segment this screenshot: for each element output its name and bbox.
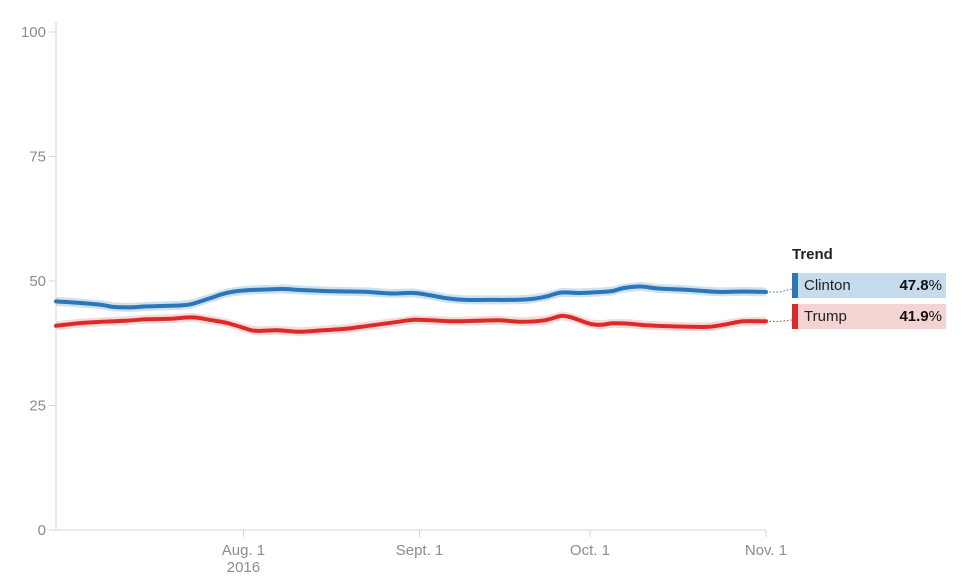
band-clinton <box>56 282 766 312</box>
y-tick-label: 100 <box>21 24 46 41</box>
leader-clinton <box>766 288 793 293</box>
series-line-trump <box>54 313 768 334</box>
band-trump <box>56 311 766 337</box>
legend-leaders <box>766 288 793 322</box>
x-tick-sublabel: 2016 <box>227 559 260 576</box>
legend-value-clinton: 47.8% <box>899 277 942 294</box>
legend-label-clinton: Clinton <box>804 277 851 294</box>
legend-title: Trend <box>792 246 833 263</box>
y-tick-label: 75 <box>29 149 46 166</box>
y-tick-labels: 100 75 50 25 0 <box>21 24 56 539</box>
legend-swatch-clinton <box>792 273 798 298</box>
x-tick-label: Aug. 1 <box>222 542 265 559</box>
legend-label-trump: Trump <box>804 308 847 325</box>
legend: Trend Clinton 47.8% Trump 41.9% <box>792 246 946 335</box>
y-tick-label: 25 <box>29 398 46 415</box>
x-tick-label: Oct. 1 <box>570 542 610 559</box>
axes-layer <box>55 22 766 531</box>
legend-swatch-trump <box>792 304 798 329</box>
legend-item-clinton: Clinton 47.8% <box>792 273 946 298</box>
y-tick-label: 0 <box>38 522 46 539</box>
x-tick-label: Sept. 1 <box>396 542 444 559</box>
leader-trump <box>766 319 793 322</box>
legend-value-trump: 41.9% <box>899 308 942 325</box>
x-tick-label: Nov. 1 <box>745 542 787 559</box>
uncertainty-bands <box>56 282 766 337</box>
legend-item-trump: Trump 41.9% <box>792 304 946 329</box>
series-line-clinton <box>54 284 768 310</box>
y-tick-label: 50 <box>29 273 46 290</box>
series-lines <box>54 284 768 334</box>
